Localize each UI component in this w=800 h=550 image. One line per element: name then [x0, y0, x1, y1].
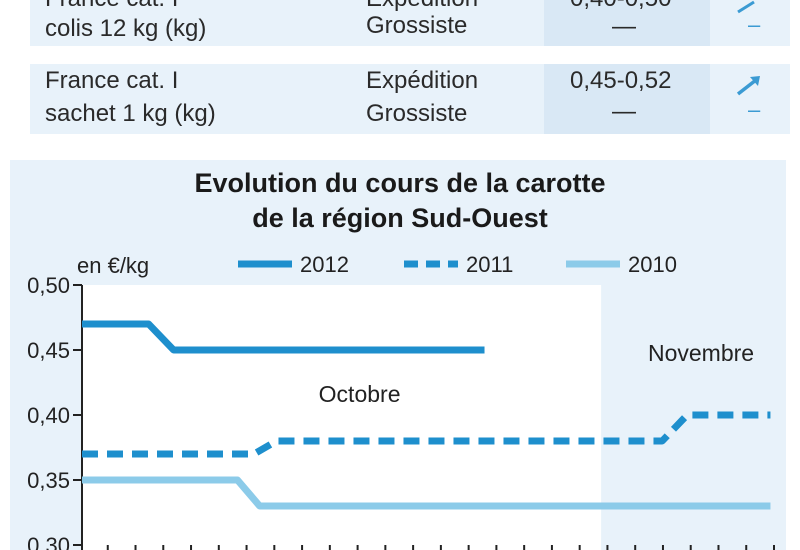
row2-price-line1: 0,45-0,52 — [570, 67, 672, 94]
row1-product-line2: colis 12 kg (kg) — [45, 15, 207, 42]
row2-product-line2: sachet 1 kg (kg) — [45, 100, 216, 127]
row2-trend-bg — [710, 64, 790, 134]
y-tick-label: 0,35 — [27, 468, 70, 493]
y-tick-label: 0,30 — [27, 533, 70, 550]
row2-bg — [30, 64, 544, 134]
series-line-2012 — [82, 320, 485, 354]
row1-bg — [30, 0, 544, 46]
row1-stage-line2: Grossiste — [366, 12, 468, 39]
y-axis-label: en €/kg — [77, 253, 149, 278]
series-line-2010 — [82, 476, 771, 510]
row1-trend-up-icon — [737, 0, 755, 14]
y-tick-label: 0,50 — [27, 273, 70, 298]
row2-stage-line2: Grossiste — [366, 100, 468, 127]
row1-price-line2: — — [612, 13, 636, 40]
row1-trend-dash: – — [748, 12, 761, 37]
row2-trend-up-icon — [736, 76, 760, 96]
chart-title-line2: de la région Sud-Ouest — [252, 203, 548, 233]
month-label: Novembre — [648, 340, 754, 366]
row2-price-line2: — — [612, 98, 636, 125]
row1-trend-bg — [710, 0, 790, 46]
y-tick-label: 0,45 — [27, 338, 70, 363]
legend-label-2011: 2011 — [466, 252, 513, 277]
row2-price-bg — [544, 64, 710, 134]
legend-label-2012: 2012 — [300, 252, 349, 277]
row2-stage-line1: Expédition — [366, 67, 479, 94]
month-label: Octobre — [319, 381, 401, 407]
legend-label-2010: 2010 — [628, 252, 677, 277]
row2-product-line1: France cat. I — [45, 67, 179, 94]
row2-trend-dash: – — [748, 97, 761, 122]
y-tick-label: 0,40 — [27, 403, 70, 428]
row1-product-line1: France cat. I — [45, 0, 178, 15]
series-line-2011 — [82, 411, 771, 458]
row1-price-line1: 0,40-0,50 — [570, 0, 671, 15]
chart-title-line1: Evolution du cours de la carotte — [194, 168, 606, 198]
row1-stage-line1: Expédition — [366, 0, 478, 15]
row1-price-bg — [544, 0, 710, 46]
